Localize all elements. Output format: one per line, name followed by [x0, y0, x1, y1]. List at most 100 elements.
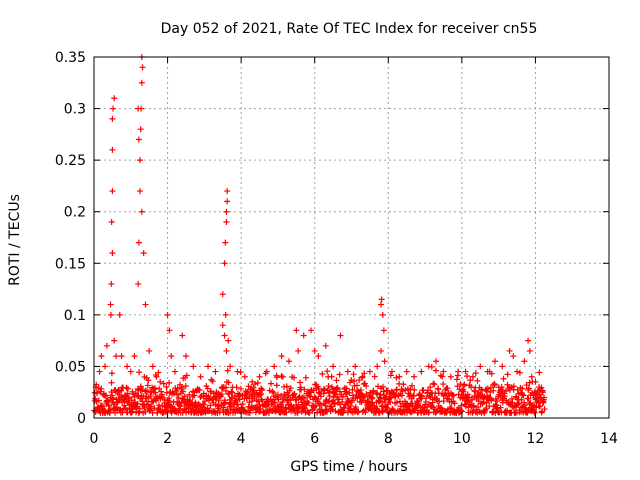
baseline-point — [388, 394, 395, 401]
baseline-point — [520, 392, 527, 399]
baseline-point — [207, 402, 214, 409]
baseline-point — [98, 385, 105, 392]
data-point — [179, 332, 186, 339]
baseline-point — [459, 387, 466, 394]
baseline-point — [300, 404, 307, 411]
baseline-point — [384, 387, 391, 394]
data-point — [182, 353, 189, 360]
data-point — [241, 373, 248, 380]
baseline-point — [257, 406, 264, 413]
baseline-point — [222, 399, 229, 406]
baseline-point — [107, 407, 114, 414]
baseline-point — [232, 397, 239, 404]
baseline-point — [439, 373, 446, 380]
baseline-point — [286, 387, 293, 394]
baseline-point — [450, 392, 457, 399]
data-point — [135, 105, 142, 112]
baseline-point — [242, 408, 249, 415]
baseline-point — [301, 405, 308, 412]
data-point — [107, 311, 114, 318]
baseline-point — [393, 399, 400, 406]
data-point — [111, 337, 118, 344]
y-tick-label: 0 — [77, 411, 86, 427]
data-point — [295, 347, 302, 354]
baseline-point — [331, 401, 338, 408]
baseline-point — [343, 385, 350, 392]
y-tick-label: 0.25 — [55, 153, 86, 169]
baseline-point — [166, 379, 173, 386]
data-point — [526, 347, 533, 354]
baseline-point — [484, 385, 491, 392]
data-point — [249, 378, 256, 385]
baseline-point — [254, 405, 261, 412]
baseline-point — [367, 389, 374, 396]
baseline-point — [328, 373, 335, 380]
baseline-point — [346, 398, 353, 405]
baseline-point — [379, 402, 386, 409]
baseline-point — [115, 396, 122, 403]
baseline-point — [228, 388, 235, 395]
baseline-point — [519, 385, 526, 392]
data-point — [374, 363, 381, 370]
baseline-point — [472, 370, 479, 377]
data-point — [142, 301, 149, 308]
baseline-point — [387, 395, 394, 402]
data-points — [91, 54, 548, 416]
baseline-point — [254, 379, 261, 386]
data-point — [138, 208, 145, 215]
data-point — [484, 368, 491, 375]
baseline-point — [291, 374, 298, 381]
data-point — [352, 363, 359, 370]
baseline-point — [393, 374, 400, 381]
baseline-point — [402, 387, 409, 394]
baseline-point — [497, 404, 504, 411]
baseline-point — [497, 394, 504, 401]
baseline-point — [513, 404, 520, 411]
baseline-point — [333, 377, 340, 384]
baseline-point — [500, 375, 507, 382]
baseline-point — [419, 393, 426, 400]
baseline-point — [177, 403, 184, 410]
data-point — [136, 188, 143, 195]
baseline-point — [468, 383, 475, 390]
data-point — [109, 188, 116, 195]
baseline-point — [503, 388, 510, 395]
data-point — [227, 363, 234, 370]
data-point — [366, 368, 373, 375]
baseline-point — [219, 385, 226, 392]
baseline-point — [467, 377, 474, 384]
baseline-point — [518, 396, 525, 403]
baseline-point — [536, 369, 543, 376]
baseline-point — [343, 391, 350, 398]
data-point — [131, 353, 138, 360]
baseline-point — [325, 389, 332, 396]
baseline-point — [108, 379, 115, 386]
baseline-point — [225, 379, 232, 386]
x-tick-label: 10 — [453, 431, 471, 447]
baseline-point — [440, 381, 447, 388]
data-point — [221, 332, 228, 339]
baseline-point — [182, 382, 189, 389]
x-axis-label: GPS time / hours — [290, 459, 407, 475]
baseline-point — [141, 404, 148, 411]
baseline-point — [102, 392, 109, 399]
data-point — [440, 368, 447, 375]
baseline-point — [174, 391, 181, 398]
baseline-point — [301, 386, 308, 393]
data-point — [418, 368, 425, 375]
data-point — [124, 363, 131, 370]
baseline-point — [526, 400, 533, 407]
baseline-point — [162, 396, 169, 403]
baseline-point — [278, 392, 285, 399]
data-point — [109, 115, 116, 122]
y-tick-label: 0.15 — [55, 256, 86, 272]
data-point — [197, 373, 204, 380]
baseline-point — [406, 403, 413, 410]
data-point — [223, 347, 230, 354]
baseline-point — [346, 389, 353, 396]
baseline-point — [169, 389, 176, 396]
baseline-point — [239, 392, 246, 399]
data-point — [514, 368, 521, 375]
baseline-point — [510, 383, 517, 390]
baseline-point — [273, 382, 280, 389]
